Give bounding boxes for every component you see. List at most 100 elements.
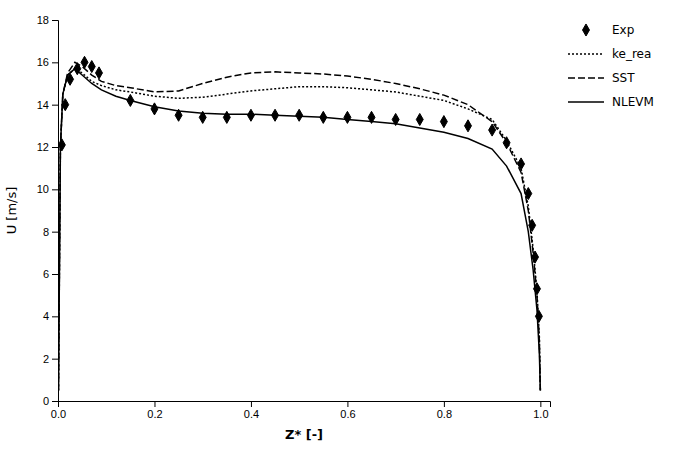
tick: 1.0 (533, 401, 548, 420)
tick-label: 2 (43, 353, 49, 365)
point (62, 99, 69, 111)
point (465, 120, 472, 132)
point (368, 111, 375, 123)
tick-mark (52, 147, 58, 148)
marks (58, 56, 542, 390)
tick: 0.2 (147, 401, 162, 420)
legend-swatch (568, 101, 604, 103)
legend-label: SST (612, 71, 635, 85)
tick: 4 (43, 310, 58, 322)
axis-line (52, 21, 59, 402)
tick-mark (52, 105, 58, 106)
tick-label: 0.0 (51, 408, 66, 420)
tick: 14 (37, 99, 58, 111)
tick-label: 1.0 (533, 408, 548, 420)
tick-label: 18 (37, 14, 49, 26)
y-axis-title: U [m/s] (4, 187, 19, 235)
point (88, 61, 95, 73)
tick-mark (52, 359, 58, 360)
point (175, 109, 182, 121)
series-line (58, 62, 540, 390)
legend-item: Exp (583, 23, 635, 37)
legend-label: Exp (612, 23, 634, 37)
point (489, 124, 496, 136)
tick: 0.0 (51, 401, 66, 420)
legend-swatch (568, 77, 604, 79)
series-line (58, 69, 540, 391)
tick-label: 0.6 (340, 408, 355, 420)
point (81, 56, 88, 68)
point (416, 113, 423, 125)
tick: 0.6 (340, 401, 355, 420)
point (533, 283, 540, 295)
series-line (58, 69, 540, 391)
tick-mark (52, 316, 58, 317)
tick-mark (540, 401, 541, 407)
tick-label: 4 (43, 310, 49, 322)
tick: 2 (43, 353, 58, 365)
tick-label: 0.2 (147, 408, 162, 420)
legend-item: NLEVM (568, 95, 654, 109)
y-axis: 0 2 4 6 8 10 12 14 16 18 (37, 14, 59, 407)
point (74, 63, 81, 75)
tick: 0 (43, 395, 58, 407)
tick-mark (52, 62, 58, 63)
point (96, 67, 103, 79)
point (320, 111, 327, 123)
tick: 16 (37, 56, 58, 68)
plot: 0.0 0.2 0.4 0.6 0.8 1.0 0 2 4 6 8 10 12 14 16 18 (37, 14, 551, 420)
tick-mark (52, 401, 58, 402)
tick: 6 (43, 268, 58, 280)
tick-label: 0.8 (437, 408, 452, 420)
point (58, 139, 65, 151)
tick: 12 (37, 141, 58, 153)
point (127, 94, 134, 106)
legend: Exp ke_rea SST NLEVM (568, 23, 654, 109)
legend-label: ke_rea (612, 47, 651, 61)
tick-mark (347, 401, 348, 407)
tick-label: 14 (37, 99, 49, 111)
tick: 10 (37, 183, 58, 195)
point (529, 219, 536, 231)
legend-swatch (583, 24, 590, 36)
tick: 0.4 (244, 401, 259, 420)
tick-label: 10 (37, 183, 49, 195)
point (532, 251, 539, 263)
legend-item: SST (568, 71, 635, 85)
tick: 18 (37, 14, 58, 26)
point (223, 111, 230, 123)
tick-mark (52, 232, 58, 233)
legend-label: NLEVM (612, 95, 654, 109)
point (296, 109, 303, 121)
tick-mark (251, 401, 252, 407)
point (67, 73, 74, 85)
legend-swatch (568, 53, 604, 55)
point (344, 111, 351, 123)
tick-mark (52, 274, 58, 275)
point (151, 103, 158, 115)
tick-mark (444, 401, 445, 407)
tick-mark (52, 189, 58, 190)
chart: 0.00.20.40.60.81.0024681012141618Z* [-]U… (0, 0, 675, 449)
tick-label: 16 (37, 56, 49, 68)
axis-line (59, 402, 551, 408)
point (247, 109, 254, 121)
tick-mark (154, 401, 155, 407)
point (503, 137, 510, 149)
point (199, 111, 206, 123)
x-axis: 0.0 0.2 0.4 0.6 0.8 1.0 (51, 401, 551, 420)
tick-label: 0.4 (244, 408, 259, 420)
point (392, 113, 399, 125)
tick-label: 8 (43, 226, 49, 238)
point (535, 310, 542, 322)
point (272, 109, 279, 121)
point (518, 158, 525, 170)
point (440, 116, 447, 128)
tick: 8 (43, 226, 58, 238)
series-points (58, 56, 542, 322)
tick-mark (52, 20, 58, 21)
tick-label: 6 (43, 268, 49, 280)
tick: 0.8 (437, 401, 452, 420)
tick-label: 12 (37, 141, 49, 153)
tick-label: 0 (43, 395, 49, 407)
